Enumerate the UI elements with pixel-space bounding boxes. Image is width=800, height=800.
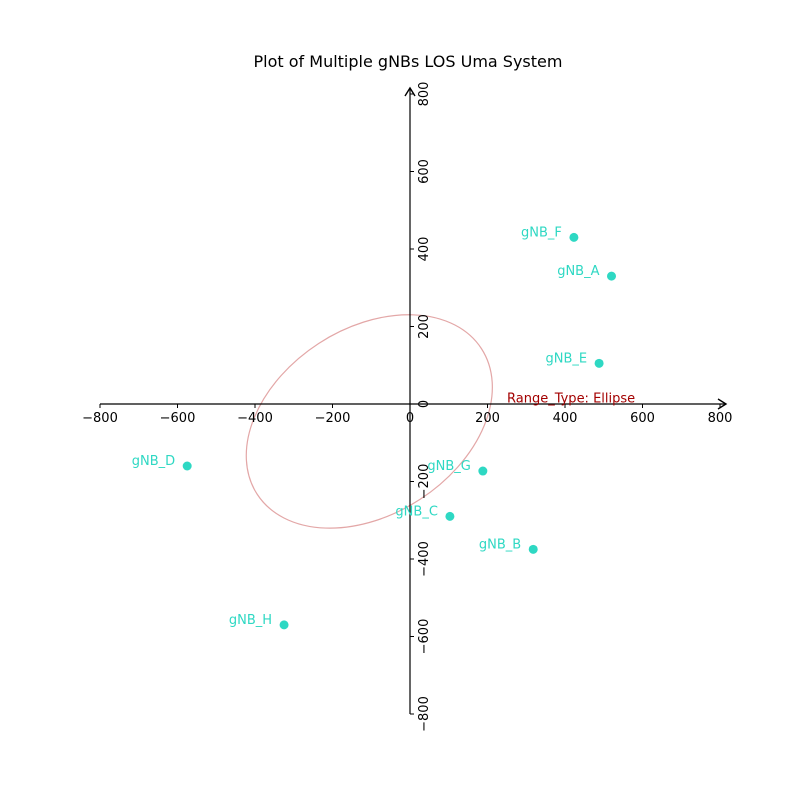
data-point-gnb-d [182, 461, 192, 471]
data-point-gnb-f [569, 232, 579, 242]
x-tick-label: 200 [475, 411, 500, 426]
x-tick-label: 600 [630, 411, 655, 426]
point-label-gnb-a: gNB_A [557, 264, 599, 279]
data-point-gnb-a [607, 271, 616, 281]
x-axis-arrow [717, 398, 728, 410]
x-tick-label: −400 [237, 411, 273, 426]
x-tick-label: −600 [160, 411, 196, 426]
y-axis-arrow [404, 86, 416, 97]
data-point-gnb-e [594, 358, 604, 368]
point-label-gnb-d: gNB_D [132, 454, 175, 469]
y-tick-label: 0 [417, 400, 432, 408]
x-tick-label: −200 [315, 411, 351, 426]
y-tick-label: 400 [417, 237, 432, 262]
x-tick-label: 400 [553, 411, 578, 426]
x-tick-label: 800 [708, 411, 733, 426]
point-label-gnb-e: gNB_E [545, 351, 587, 366]
data-point-gnb-g [478, 466, 488, 476]
data-point-gnb-c [445, 511, 455, 521]
chart-title: Plot of Multiple gNBs LOS Uma System [254, 52, 563, 71]
point-label-gnb-b: gNB_B [479, 537, 521, 552]
y-tick-label: 200 [417, 314, 432, 339]
y-tick-label: −800 [417, 696, 432, 732]
data-point-gnb-b [528, 544, 538, 554]
range-ellipse [245, 314, 493, 529]
y-tick-label: 600 [417, 159, 432, 184]
y-tick-label: 800 [417, 82, 432, 107]
point-label-gnb-f: gNB_F [521, 225, 562, 240]
point-label-gnb-h: gNB_H [229, 613, 272, 628]
x-tick-label: −800 [82, 411, 118, 426]
y-tick-label: −400 [417, 541, 432, 577]
x-tick-label: 0 [406, 411, 414, 426]
y-tick-label: −200 [417, 464, 432, 500]
y-tick-label: −600 [417, 619, 432, 655]
point-label-gnb-g: gNB_G [427, 459, 470, 474]
range-type-annotation: Range_Type: Ellipse [507, 391, 635, 406]
point-label-gnb-c: gNB_C [395, 504, 437, 519]
data-point-gnb-h [279, 620, 289, 630]
